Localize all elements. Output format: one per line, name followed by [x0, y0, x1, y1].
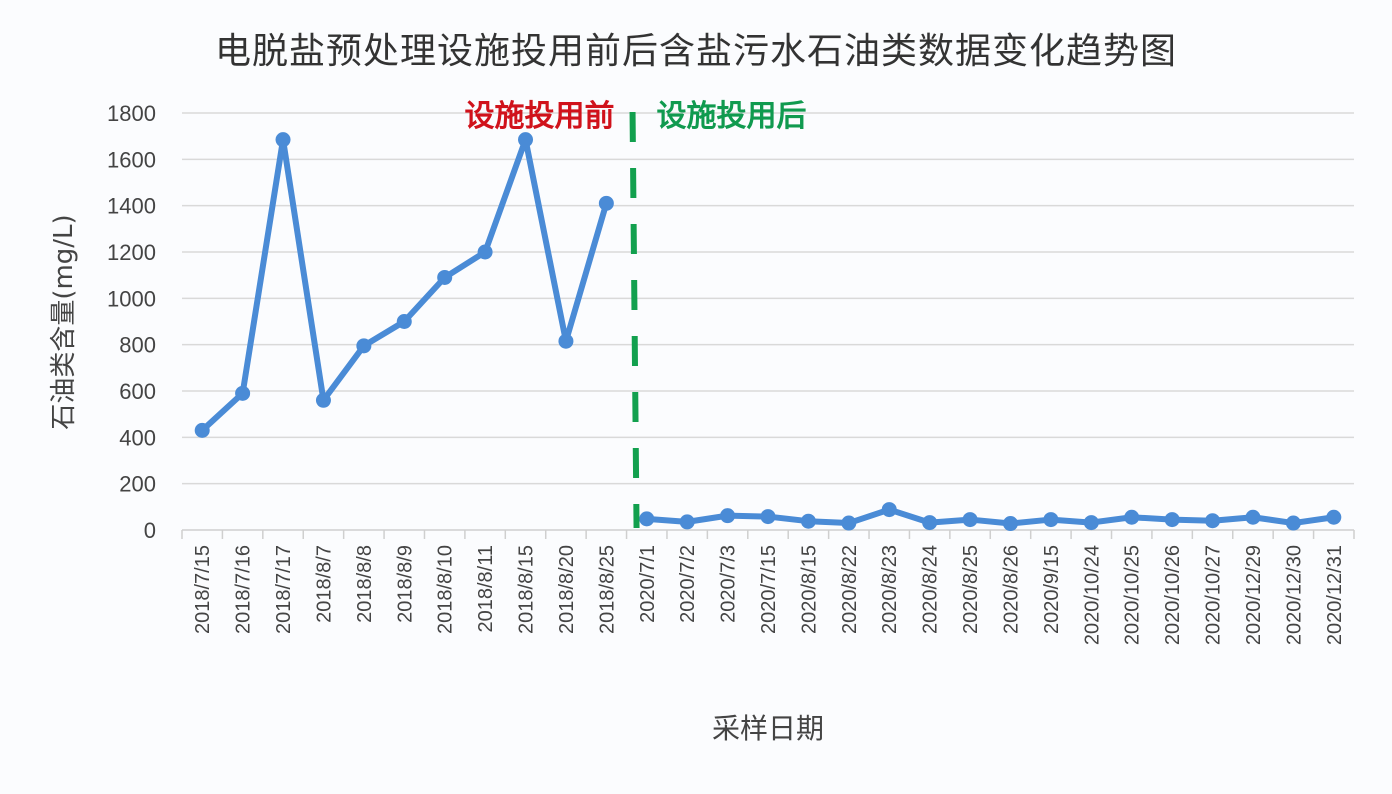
period-divider — [629, 111, 640, 529]
x-tick-label: 2018/8/15 — [516, 545, 538, 634]
data-point — [922, 515, 938, 531]
x-tick-label: 2020/8/22 — [839, 545, 861, 634]
y-tick-label: 1400 — [107, 194, 156, 219]
x-tick-label: 2018/8/9 — [394, 545, 416, 623]
x-tick-label: 2020/7/15 — [758, 545, 780, 634]
x-tick-label: 2018/8/10 — [435, 545, 457, 634]
x-tick-label: 2020/8/24 — [920, 545, 942, 634]
data-point — [1124, 509, 1140, 525]
data-point — [1083, 515, 1099, 531]
data-point — [760, 509, 776, 525]
data-point — [1002, 516, 1018, 532]
data-point — [841, 515, 857, 531]
y-tick-label: 1200 — [107, 240, 156, 265]
x-tick-label: 2018/7/15 — [192, 545, 214, 634]
x-tick-label: 2018/8/8 — [354, 545, 376, 623]
y-tick-label: 400 — [119, 425, 156, 450]
series-line — [646, 506, 1335, 527]
series-line — [200, 136, 610, 433]
x-tick-label: 2020/8/25 — [960, 545, 982, 634]
data-point — [437, 269, 453, 285]
y-tick-label: 0 — [144, 518, 156, 543]
y-tick-label: 1800 — [107, 101, 156, 126]
x-tick-label: 2020/9/15 — [1041, 545, 1063, 634]
x-tick-label: 2020/8/15 — [798, 545, 820, 634]
annotation-after: 设施投用后 — [657, 99, 807, 134]
data-point — [194, 422, 210, 438]
x-tick-label: 2020/10/27 — [1203, 545, 1225, 645]
data-point — [881, 502, 897, 518]
data-point — [1164, 512, 1180, 528]
y-tick-label: 1600 — [107, 147, 156, 172]
x-tick-label: 2020/7/3 — [718, 545, 740, 623]
data-point — [1043, 512, 1059, 528]
y-tick-label: 600 — [119, 379, 156, 404]
y-tick-label: 200 — [119, 472, 156, 497]
data-point — [235, 385, 251, 401]
x-tick-label: 2020/12/30 — [1283, 545, 1305, 645]
y-axis-title: 石油类含量(mg/L) — [49, 214, 79, 429]
x-tick-label: 2018/8/25 — [596, 545, 618, 634]
data-point — [720, 508, 736, 524]
x-tick-label: 2020/10/24 — [1081, 545, 1103, 645]
x-tick-label: 2020/7/2 — [677, 545, 699, 623]
data-point — [962, 512, 978, 528]
x-tick-label: 2020/7/1 — [637, 545, 659, 623]
data-point — [1326, 509, 1342, 525]
x-tick-label: 2020/12/31 — [1324, 545, 1346, 645]
data-point — [598, 195, 614, 211]
data-point — [477, 244, 493, 260]
x-tick-label: 2018/7/17 — [273, 545, 295, 634]
data-point — [518, 132, 534, 148]
y-tick-label: 1000 — [107, 286, 156, 311]
x-tick-label: 2020/10/26 — [1162, 545, 1184, 645]
annotation-before: 设施投用前 — [465, 99, 615, 134]
data-point — [679, 514, 695, 530]
x-tick-label: 2018/8/11 — [475, 545, 497, 633]
x-axis-title: 采样日期 — [712, 712, 824, 745]
x-tick-label: 2018/7/16 — [233, 545, 255, 634]
x-tick-label: 2020/8/23 — [879, 545, 901, 634]
data-point — [356, 338, 372, 354]
x-tick-label: 2020/10/25 — [1122, 545, 1144, 645]
x-tick-label: 2020/12/29 — [1243, 545, 1265, 645]
data-point — [558, 333, 574, 349]
x-tick-label: 2018/8/7 — [313, 545, 335, 623]
data-point — [275, 132, 291, 148]
x-tick-label: 2018/8/20 — [556, 545, 578, 634]
chart-title: 电脱盐预处理设施投用前后含盐污水石油类数据变化趋势图 — [214, 31, 1177, 72]
data-point — [315, 392, 331, 408]
data-point — [396, 314, 412, 329]
data-point — [800, 513, 816, 529]
data-point — [639, 511, 655, 527]
data-point — [1205, 513, 1221, 529]
y-tick-label: 800 — [119, 333, 156, 358]
data-point — [1285, 515, 1301, 531]
x-tick-label: 2020/8/26 — [1000, 545, 1022, 634]
data-point — [1245, 509, 1261, 525]
